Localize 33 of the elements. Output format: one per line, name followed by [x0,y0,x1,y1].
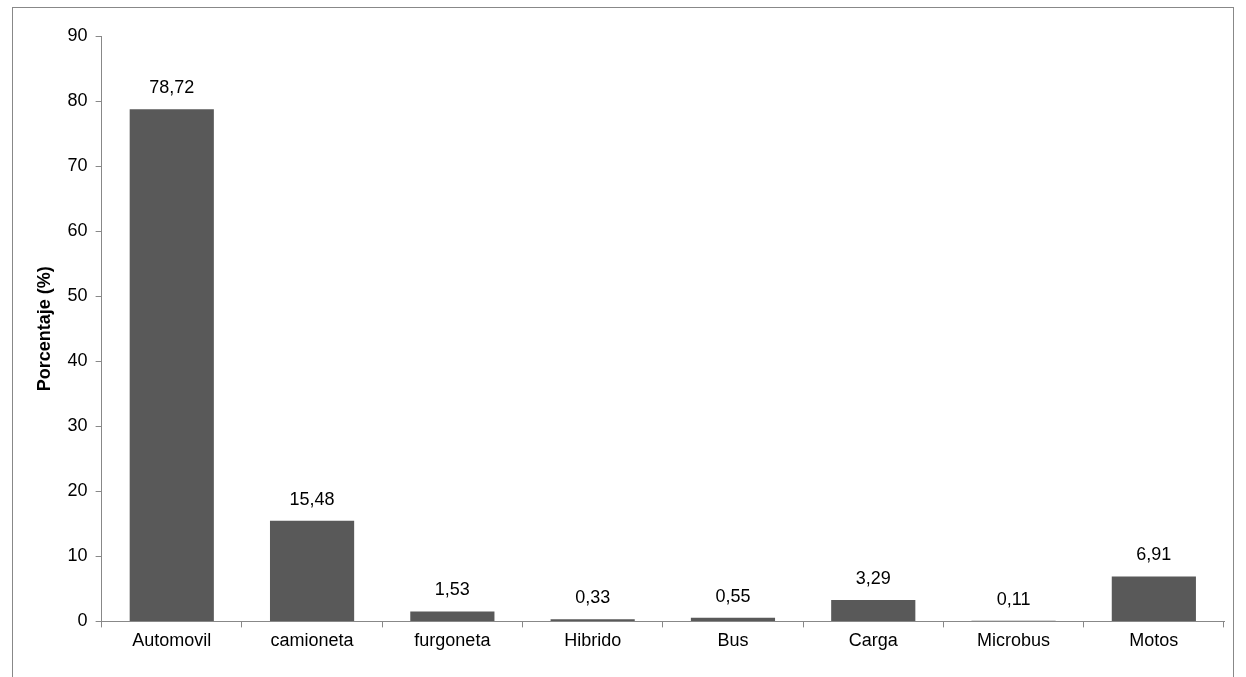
x-tick-label: Carga [848,630,899,651]
x-tick-label: Bus [717,630,749,651]
bar [831,600,916,621]
data-label: 1,53 [434,579,470,600]
y-axis-title: Porcentaje (%) [33,266,54,392]
y-tick-label: 80 [67,90,88,111]
data-label: 3,29 [855,567,891,588]
x-tick-label: Motos [1129,630,1179,651]
y-tick-label: 10 [67,545,88,566]
bar [269,520,355,621]
y-tick-label: 60 [67,220,88,241]
x-tick-label: Automovil [132,630,212,651]
y-tick-label: 70 [67,155,88,176]
y-tick-label: 20 [67,480,88,501]
x-tick-label: furgoneta [414,630,492,651]
bar [690,617,776,621]
y-tick-label: 30 [67,415,88,436]
x-tick-label: camioneta [270,630,355,651]
data-label: 6,91 [1136,544,1172,565]
y-tick-label: 40 [67,350,88,371]
y-tick-label: 0 [77,610,88,631]
data-label: 15,48 [289,488,335,509]
data-label: 0,11 [996,588,1031,609]
data-label: 78,72 [149,77,195,98]
bar [410,611,495,621]
y-tick-label: 50 [67,285,88,306]
x-tick-label: Hibrido [564,630,622,651]
data-label: 0,33 [575,587,611,608]
bar [129,109,214,621]
data-label: 0,55 [715,585,751,606]
bar [1111,576,1196,621]
x-tick-label: Microbus [977,630,1051,651]
y-tick-label: 90 [67,24,88,45]
